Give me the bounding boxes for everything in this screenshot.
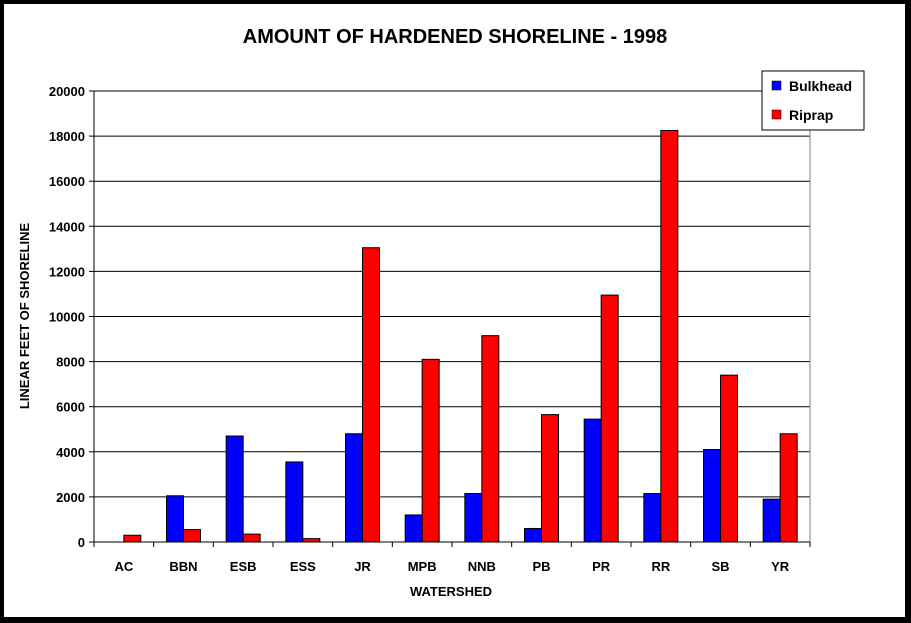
bar-riprap-mpb xyxy=(421,358,440,543)
chart-title: AMOUNT OF HARDENED SHORELINE - 1998 xyxy=(243,26,668,48)
bar-riprap-yr xyxy=(779,433,798,543)
x-tick-label: ESB xyxy=(230,559,257,574)
x-tick-label: MPB xyxy=(408,559,437,574)
bar-riprap-bbn xyxy=(183,529,201,543)
legend-label-riprap: Riprap xyxy=(789,107,833,123)
bar-riprap-pr xyxy=(600,294,619,543)
x-tick-label: BBN xyxy=(169,559,197,574)
grid-lines xyxy=(94,90,811,542)
bar-riprap-ess xyxy=(302,538,321,543)
y-tick-label: 14000 xyxy=(49,219,85,234)
y-axis-label: LINEAR FEET OF SHORELINE xyxy=(17,223,32,410)
y-tick-label: 0 xyxy=(78,535,85,550)
x-tick-label: NNB xyxy=(468,559,496,574)
bar-riprap-nnb xyxy=(481,335,500,543)
y-tick-label: 6000 xyxy=(56,400,85,415)
bar-bulkhead-pr xyxy=(583,418,602,543)
legend-swatch-bulkhead xyxy=(771,80,782,91)
bar-riprap-sb xyxy=(720,374,738,543)
y-axis-ticks: 0 2000 4000 6000 8000 10000 12000 14000 16000 180… xyxy=(49,84,94,550)
bar-bulkhead-pb xyxy=(524,527,542,543)
y-tick-label: 16000 xyxy=(49,174,85,189)
x-axis-label: WATERSHED xyxy=(410,584,492,599)
legend-label-bulkhead: Bulkhead xyxy=(789,78,852,94)
bar-bulkhead-ess xyxy=(285,461,304,543)
x-axis-ticks: AC BBN ESB ESS JR MPB NNB PB PR RR SB YR xyxy=(93,542,811,574)
bar-bulkhead-bbn xyxy=(166,495,184,543)
bar-chart: AMOUNT OF HARDENED SHORELINE - 1998 0 200… xyxy=(17,26,865,599)
chart-area: AMOUNT OF HARDENED SHORELINE - 1998 0 200… xyxy=(4,4,905,617)
bar-riprap-esb xyxy=(242,533,261,543)
x-tick-label: PB xyxy=(532,559,550,574)
y-tick-label: 10000 xyxy=(49,310,85,325)
bar-bulkhead-nnb xyxy=(464,493,483,543)
x-tick-label: SB xyxy=(711,559,729,574)
bar-bulkhead-jr xyxy=(345,433,363,543)
legend-swatch-riprap xyxy=(771,109,782,120)
bars xyxy=(123,129,798,543)
legend: Bulkhead Riprap xyxy=(761,70,865,131)
bar-riprap-rr xyxy=(660,129,679,543)
y-tick-label: 4000 xyxy=(56,445,85,460)
bar-riprap-jr xyxy=(362,247,380,543)
x-tick-label: ESS xyxy=(290,559,316,574)
y-tick-label: 2000 xyxy=(56,490,85,505)
bar-bulkhead-sb xyxy=(703,449,721,543)
bar-riprap-ac xyxy=(123,534,142,543)
bar-riprap-pb xyxy=(541,414,559,543)
x-tick-label: YR xyxy=(771,559,790,574)
bar-bulkhead-mpb xyxy=(404,514,423,543)
y-tick-label: 20000 xyxy=(49,84,85,99)
bar-bulkhead-rr xyxy=(643,493,662,543)
y-tick-label: 18000 xyxy=(49,129,85,144)
x-tick-label: RR xyxy=(651,559,670,574)
y-tick-label: 8000 xyxy=(56,355,85,370)
x-tick-label: AC xyxy=(114,559,133,574)
bar-bulkhead-esb xyxy=(225,435,244,543)
x-tick-label: JR xyxy=(354,559,371,574)
y-tick-label: 12000 xyxy=(49,264,85,279)
bar-bulkhead-yr xyxy=(762,498,781,543)
x-tick-label: PR xyxy=(592,559,611,574)
